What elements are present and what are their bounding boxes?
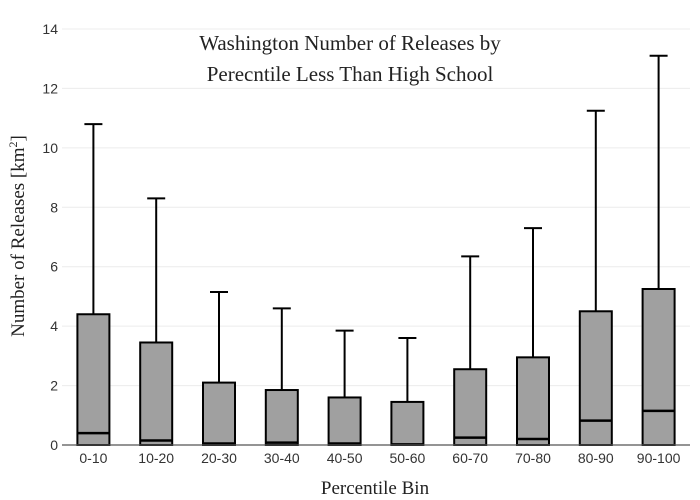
y-tick-label: 2 [50,378,58,394]
iqr-box [139,341,174,446]
box-50-60 [390,337,425,446]
iqr-box [327,396,362,447]
x-tick-labels: 0-10 10-20 20-30 30-40 40-50 50-60 60-70 70-80 8… [79,450,680,466]
y-tick-label: 10 [42,140,58,156]
box-0-10 [76,123,111,446]
y-tick-label: 12 [42,80,58,96]
y-tick-label: 8 [50,199,58,215]
y-axis-title-end: ] [8,135,29,141]
x-tick-label: 60-70 [452,450,488,466]
y-tick-labels: 0 2 4 6 8 10 12 14 [42,21,58,453]
y-tick-label: 14 [42,21,58,37]
iqr-box [202,381,236,447]
iqr-box [76,313,111,446]
y-tick-label: 6 [50,259,58,275]
box-80-90 [578,109,613,446]
gridlines [62,28,690,387]
box-series [76,54,676,447]
iqr-box [453,368,488,447]
box-20-30 [202,290,236,447]
box-40-50 [327,329,362,447]
box-70-80 [516,227,550,447]
x-tick-label: 50-60 [389,450,425,466]
x-tick-label: 40-50 [327,450,363,466]
y-axis-title-superscript: 2 [6,141,20,147]
iqr-box [264,389,299,446]
iqr-box [516,356,550,447]
x-tick-label: 20-30 [201,450,237,466]
box-30-40 [264,307,299,446]
chart-title-line-2: Perecntile Less Than High School [207,62,494,86]
iqr-box [641,288,676,446]
iqr-box [578,310,613,446]
x-tick-label: 10-20 [138,450,174,466]
y-axis-title-main: Number of Releases [km [8,147,29,337]
y-axis-title: Number of Releases [km2] [6,135,29,337]
x-tick-label: 80-90 [578,450,614,466]
chart-title-line-1: Washington Number of Releases by [199,31,501,55]
box-90-100 [641,54,676,446]
box-10-20 [139,197,174,446]
y-tick-label: 4 [50,318,58,334]
y-tick-label: 0 [50,437,58,453]
x-axis-title: Percentile Bin [321,478,430,499]
x-tick-label: 0-10 [79,450,107,466]
iqr-box [390,400,425,446]
box-60-70 [453,255,488,447]
x-tick-label: 90-100 [637,450,681,466]
x-tick-label: 70-80 [515,450,551,466]
x-tick-label: 30-40 [264,450,300,466]
